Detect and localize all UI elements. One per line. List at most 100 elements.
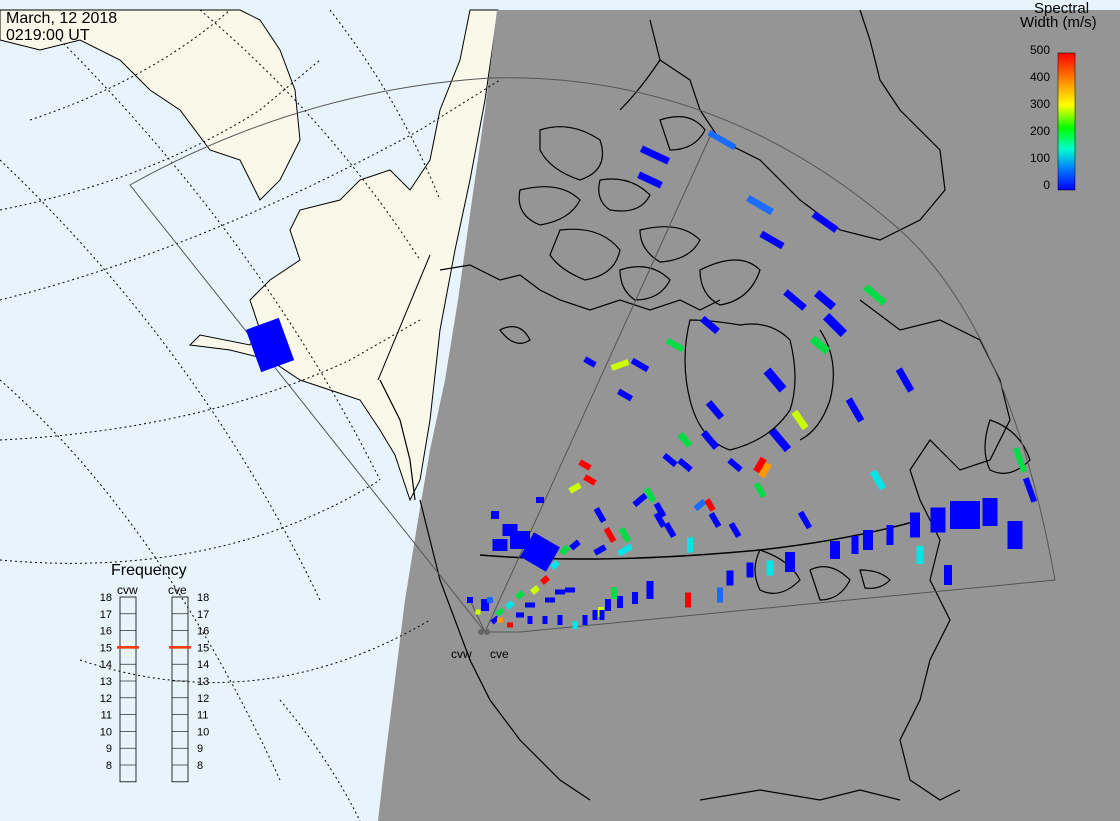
frequency-title: Frequency [111,562,187,579]
backscatter-cell [665,337,685,353]
backscatter-cell [869,469,887,491]
backscatter-cells [245,129,1038,629]
backscatter-cell [663,522,677,538]
backscatter-cell [605,599,611,611]
backscatter-cell [599,610,605,620]
colorbar-title-line1: Spectral [1034,0,1089,17]
backscatter-cell [677,457,693,473]
backscatter-cell [791,409,809,431]
frequency-tick-right: 12 [197,693,209,705]
backscatter-cell [572,621,578,629]
backscatter-cell [863,530,873,550]
frequency-tick-right: 8 [197,760,203,772]
frequency-column-cve [171,596,189,783]
backscatter-cell [592,610,598,620]
backscatter-cell [530,585,540,595]
backscatter-cell [707,129,737,151]
backscatter-cell [536,497,544,503]
backscatter-cell [700,315,720,335]
backscatter-cell [559,544,571,556]
frequency-tick-right: 13 [197,676,209,688]
backscatter-cell [555,589,565,595]
frequency-tick-right: 9 [197,743,203,755]
backscatter-cell [593,507,607,523]
backscatter-cell [783,289,807,311]
backscatter-cell [886,525,894,545]
backscatter-cell [944,565,952,585]
backscatter-cell [578,459,592,471]
backscatter-cell [845,397,865,423]
backscatter-cell [797,510,813,530]
colorbar-tick-label: 0 [1043,178,1050,192]
frequency-tick-right: 16 [197,626,209,638]
backscatter-cell [582,615,588,625]
backscatter-cell [851,536,859,554]
backscatter-cell [895,367,915,393]
backscatter-cell [950,501,980,529]
frequency-tick-left: 9 [106,743,112,755]
frequency-tick-right: 10 [197,726,209,738]
backscatter-cell [646,581,654,599]
backscatter-cell [507,622,513,628]
colorbar-gradient [1057,52,1076,191]
backscatter-cell [569,539,581,551]
backscatter-cell [759,230,785,250]
backscatter-cell [637,171,663,189]
backscatter-cell [768,427,792,453]
frequency-tick-left: 12 [100,693,112,705]
backscatter-cell [487,597,493,603]
backscatter-cell [766,560,774,576]
frequency-tick-left: 15 [100,642,112,654]
backscatter-cell [746,562,754,578]
backscatter-cell [515,590,525,600]
frequency-radar-cvw: cvw [117,583,138,597]
backscatter-cell [617,543,633,557]
backscatter-cell [728,522,742,538]
backscatter-cell [520,532,560,572]
backscatter-cell [809,335,831,355]
backscatter-cell [1012,447,1028,473]
radar-label-cve: cve [490,647,509,661]
backscatter-cell [653,512,667,528]
colorbar-ticks: 500 400 300 200 100 0 [1030,43,1050,192]
backscatter-cell [685,592,691,608]
backscatter-cell [527,616,533,624]
backscatter-cell [639,145,671,165]
backscatter-cell [704,498,716,512]
backscatter-cell [746,194,774,216]
backscatter-cell [583,356,597,368]
radar-label-cvw: cvw [451,647,472,661]
backscatter-cell [753,482,767,498]
backscatter-cell [565,587,575,593]
frequency-tick-right: 18 [197,592,209,604]
backscatter-cell [910,512,920,538]
backscatter-cell [758,461,772,479]
backscatter-cell [611,587,617,599]
backscatter-cell [481,599,489,611]
colorbar-tick-label: 300 [1030,97,1050,111]
frequency-column-cvw [119,596,137,783]
backscatter-cell [630,357,650,373]
colorbar-tick-label: 500 [1030,43,1050,57]
backscatter-cell [677,432,693,448]
frequency-tick-left: 14 [100,659,112,671]
backscatter-cell [617,388,633,402]
frequency-tick-right: 11 [197,710,208,722]
backscatter-cell [632,592,638,604]
backscatter-cell [814,289,836,311]
date-label: March, 12 2018 [6,10,117,27]
alaska-landmass [188,9,499,502]
backscatter-cell [603,527,617,543]
frequency-radar-cve: cve [168,583,187,597]
backscatter-cell [811,211,839,233]
frequency-tick-left: 8 [106,760,112,772]
backscatter-cell [568,482,582,494]
backscatter-cell [982,498,998,526]
frequency-panel: 18 18 17 17 16 16 15 15 14 14 13 13 12 12 11 11 10 10 9 9 8 8 [100,592,209,783]
backscatter-cell [930,507,946,533]
backscatter-cell [245,317,295,373]
frequency-tick-left: 18 [100,592,112,604]
backscatter-cell [550,560,560,570]
backscatter-cell [632,492,648,508]
